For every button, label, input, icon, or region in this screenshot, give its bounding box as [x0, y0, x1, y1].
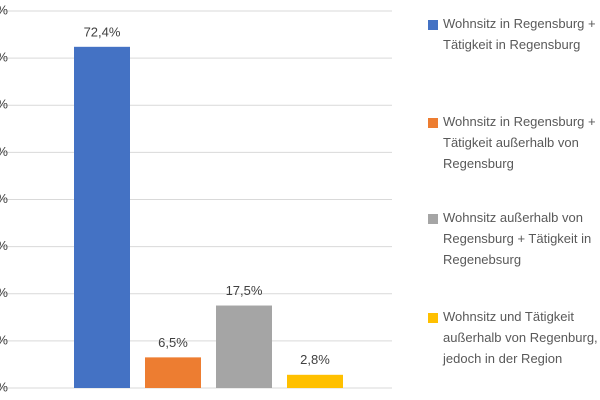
legend-swatch — [428, 118, 438, 128]
bar — [74, 46, 130, 388]
legend-line: jedoch in der Region — [442, 351, 562, 366]
legend-swatch — [428, 313, 438, 323]
bar — [287, 374, 343, 388]
y-tick-label: 50% — [0, 144, 8, 159]
y-tick-label: 80% — [0, 2, 8, 17]
legend-swatch — [428, 214, 438, 224]
bar — [145, 357, 201, 388]
legend-label: Wohnsitz in Regensburg + Tätigkeit in Reg… — [443, 16, 596, 52]
bar — [216, 305, 272, 388]
y-tick-label: 40% — [0, 191, 8, 206]
data-label: 6,5% — [158, 335, 188, 350]
legend-line: Tätigkeit außerhalb von — [443, 135, 579, 150]
legend-label: Wohnsitz in Regensburg + Tätigkeit außerh… — [443, 114, 596, 171]
legend-line: Regenebsurg — [443, 252, 521, 267]
y-tick-label: 70% — [0, 50, 8, 65]
legend-line: Tätigkeit in Regensburg — [443, 37, 580, 52]
legend-label: Wohnsitz außerhalb von Regensburg + Tätig… — [443, 210, 591, 267]
legend-line: Regensburg — [443, 156, 514, 171]
legend-line: Wohnsitz und Tätigkeit — [443, 309, 574, 324]
legend-swatch — [428, 20, 438, 30]
legend-line: Wohnsitz in Regensburg + — [443, 16, 596, 31]
legend-line: außerhalb von Regenburg, — [443, 330, 598, 345]
legend-line: Wohnsitz außerhalb von — [443, 210, 583, 225]
y-tick-label: 20% — [0, 285, 8, 300]
data-label: 17,5% — [226, 283, 263, 298]
y-tick-label: 60% — [0, 97, 8, 112]
y-tick-label: 30% — [0, 238, 8, 253]
y-tick-label: 0% — [0, 379, 8, 394]
legend-line: Regensburg + Tätigkeit in — [443, 231, 591, 246]
legend-line: Wohnsitz in Regensburg + — [443, 114, 596, 129]
legend-label: Wohnsitz und Tätigkeit außerhalb von Rege… — [442, 309, 598, 366]
y-tick-label: 10% — [0, 332, 8, 347]
data-label: 2,8% — [300, 352, 330, 367]
data-label: 72,4% — [84, 24, 121, 39]
